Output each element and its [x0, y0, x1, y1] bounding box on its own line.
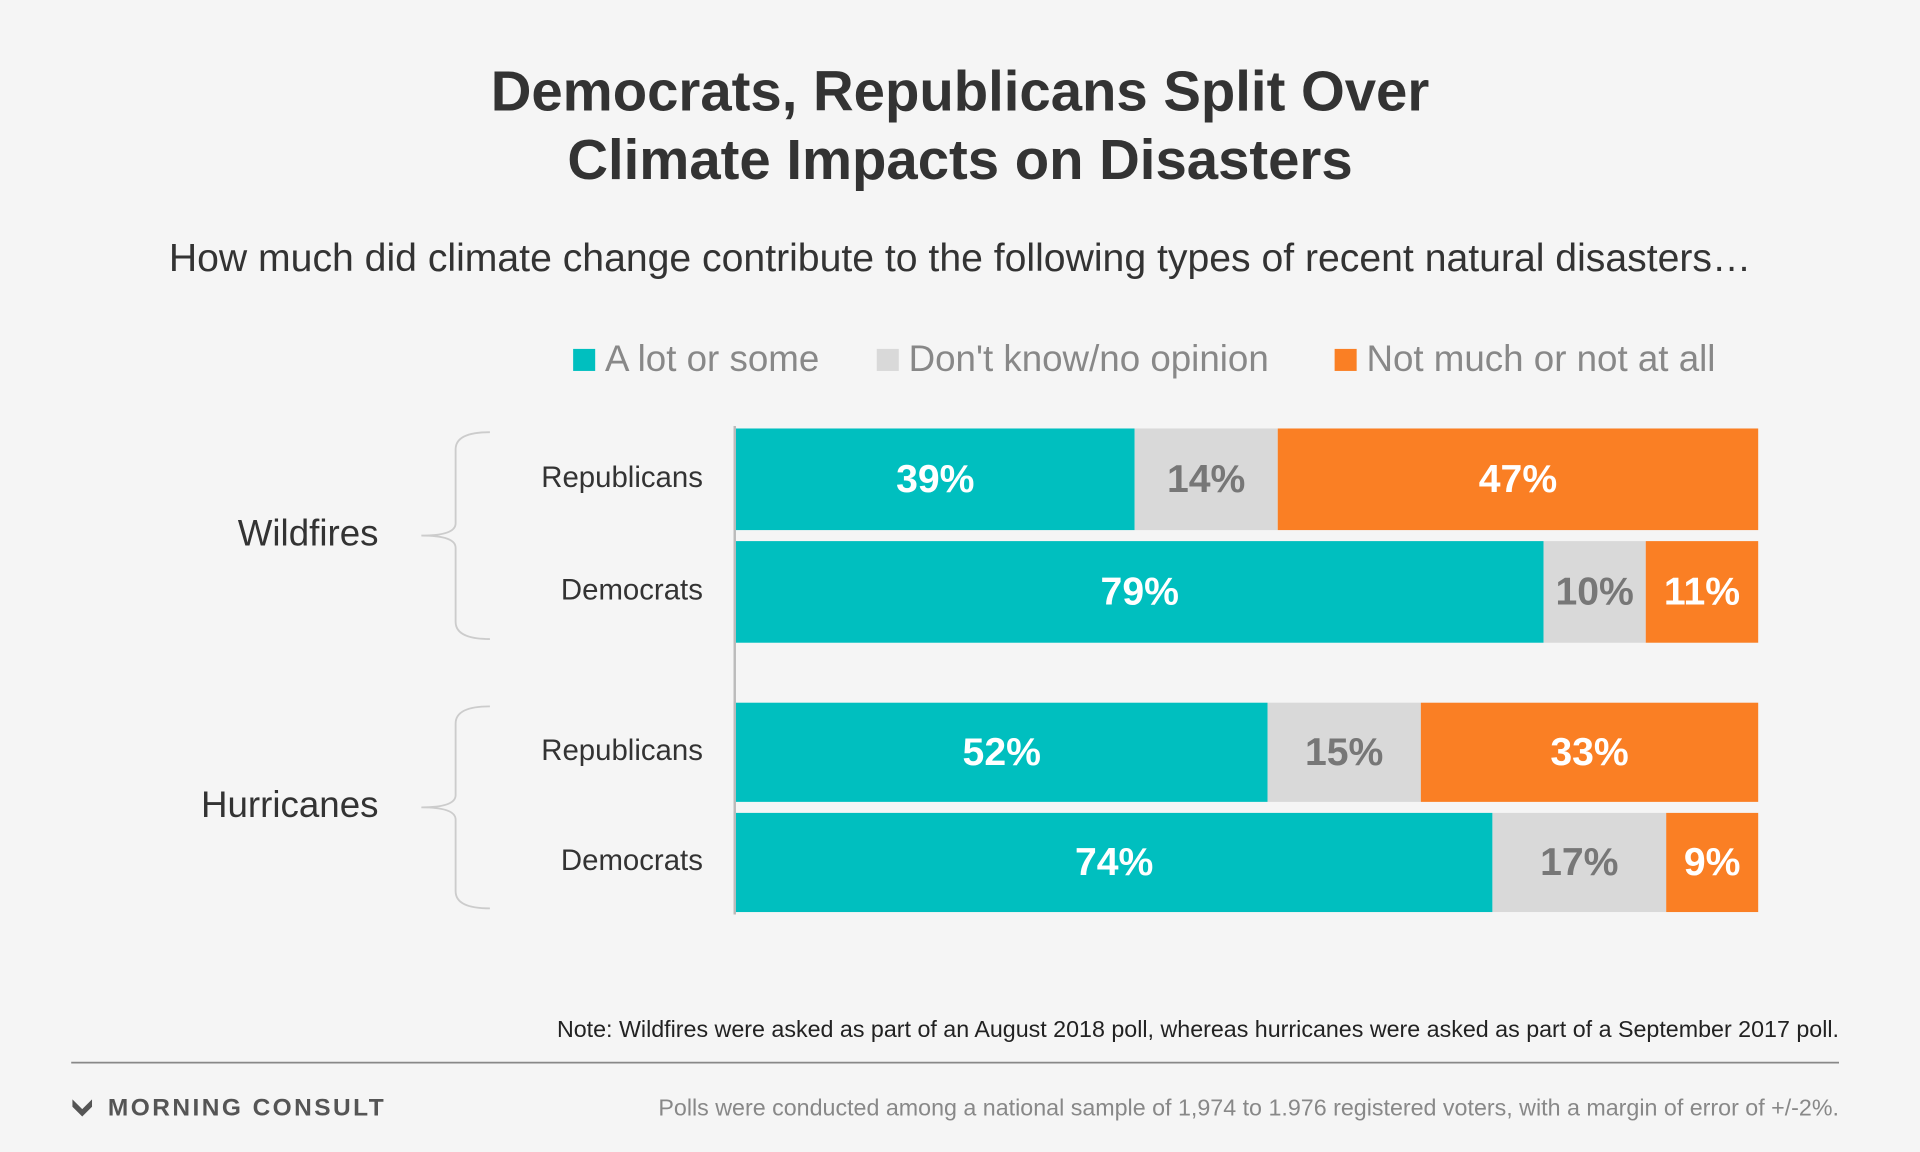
legend-swatch: [1334, 348, 1357, 371]
legend-label: Don't know/no opinion: [909, 338, 1269, 379]
legend-swatch: [876, 348, 899, 371]
data-label: 33%: [1550, 731, 1628, 774]
bar-segment: [1666, 812, 1759, 913]
data-label: 47%: [1479, 458, 1557, 501]
group-label: Hurricanes: [201, 784, 379, 825]
legend-label: A lot or some: [605, 338, 819, 379]
source: Polls were conducted among a national sa…: [658, 1094, 1839, 1120]
data-label: 17%: [1540, 841, 1618, 884]
chart-subtitle: How much did climate change contribute t…: [169, 237, 1751, 280]
bar-segment: [735, 812, 1493, 913]
bar-segment: [735, 702, 1268, 802]
note: Note: Wildfires were asked as part of an…: [557, 1016, 1839, 1042]
bar-segment: [1645, 541, 1759, 643]
data-label: 79%: [1101, 571, 1179, 614]
bar-segment: [1277, 428, 1759, 531]
bar-segment: [1267, 702, 1421, 802]
bar-segment: [735, 541, 1544, 643]
category-label: Republicans: [541, 461, 703, 494]
logo-icon: [72, 1099, 93, 1117]
category-label: Democrats: [561, 574, 703, 607]
bar-segment: [1492, 812, 1667, 913]
brace: [421, 705, 490, 910]
data-label: 14%: [1167, 458, 1245, 501]
data-label: 52%: [963, 731, 1041, 774]
group-label: Wildfires: [238, 512, 379, 553]
bar-segment: [735, 428, 1135, 531]
chart-title: Democrats, Republicans Split Over: [491, 59, 1430, 122]
category-label: Democrats: [561, 844, 703, 877]
data-label: 39%: [896, 458, 974, 501]
data-label: 74%: [1075, 841, 1153, 884]
legend-label: Not much or not at all: [1366, 338, 1715, 379]
data-label: 11%: [1664, 571, 1740, 614]
bar-segment: [1420, 702, 1759, 802]
brace: [421, 431, 490, 640]
legend-swatch: [573, 348, 596, 371]
category-label: Republicans: [541, 734, 703, 767]
bar-segment: [1543, 541, 1646, 643]
data-label: 9%: [1684, 841, 1741, 884]
data-label: 15%: [1305, 731, 1383, 774]
chart-title: Climate Impacts on Disasters: [567, 128, 1352, 191]
logo: MORNING CONSULT: [108, 1095, 386, 1122]
bar-segment: [1134, 428, 1278, 531]
data-label: 10%: [1555, 571, 1633, 614]
